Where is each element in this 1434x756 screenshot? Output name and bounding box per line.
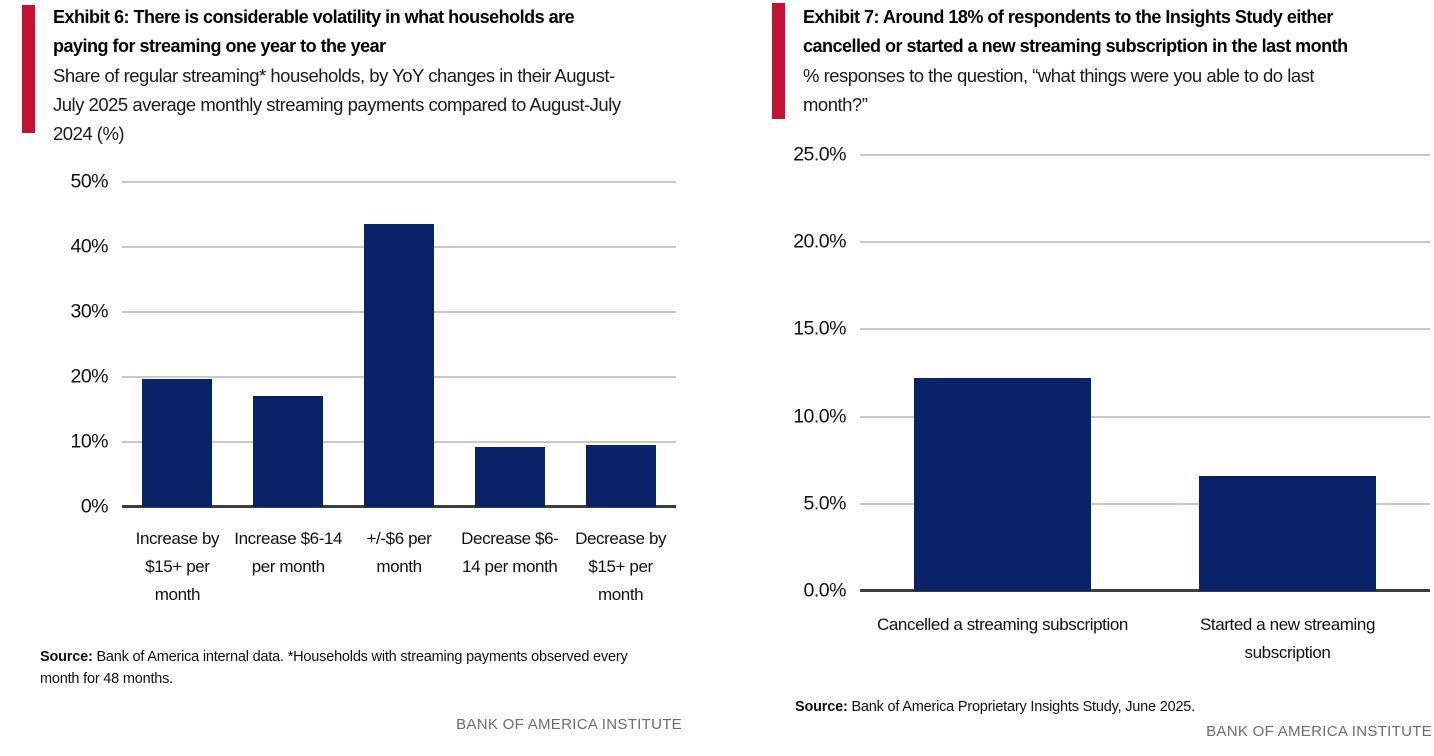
source-note: Source: Bank of America Proprietary Insi… — [795, 696, 1430, 718]
y-axis-tick-label: 5.0% — [803, 492, 847, 515]
x-axis-category-label: Decrease $6-14 per month — [461, 529, 559, 576]
x-axis-category-label: +/-$6 per month — [366, 529, 432, 576]
plot-area: 0.0% 5.0% 10.0% 15.0% 20.0% 25.0% Cancelled a … — [793, 144, 1430, 662]
bar — [142, 378, 213, 507]
exhibit6-panel: Exhibit 6: There is considerable volatil… — [22, 0, 682, 756]
bar — [474, 447, 545, 507]
gridline — [860, 241, 1430, 244]
y-axis-tick-label: 25.0% — [793, 143, 846, 166]
bar-chart-exhibit6: 0% 10% 20% 30% 40% 50% Increase by $15+ per mo… — [22, 170, 682, 650]
exhibit6-header-text: Exhibit 6: There is considerable volatil… — [35, 0, 678, 148]
exhibit7-header: Exhibit 7: Around 18% of respondents to … — [772, 0, 1434, 119]
bar — [1199, 475, 1376, 591]
y-axis-tick-label: 40% — [70, 235, 108, 258]
x-axis-category-label: Started a new streaming subscription — [1199, 615, 1376, 662]
accent-bar — [772, 3, 785, 119]
gridline — [122, 181, 676, 183]
gridline — [860, 328, 1430, 331]
y-axis-tick-label: 10% — [70, 430, 108, 453]
x-axis-category-label: Increase $6-14 per month — [234, 529, 343, 576]
gridline — [860, 415, 1430, 418]
bar-chart-exhibit7: 0.0% 5.0% 10.0% 15.0% 20.0% 25.0% Cancelled a … — [772, 140, 1434, 685]
gridline — [860, 502, 1430, 505]
bar — [585, 445, 656, 507]
x-axis-line — [860, 589, 1430, 592]
brand-footer: BANK OF AMERICA INSTITUTE — [1206, 723, 1432, 740]
accent-bar — [22, 5, 35, 133]
source-text: Bank of America internal data. *Househol… — [40, 649, 628, 687]
y-axis-tick-label: 0.0% — [803, 579, 847, 602]
gridline — [860, 154, 1430, 156]
chart-title: Exhibit 7: Around 18% of respondents to … — [803, 7, 1348, 56]
chart-subtitle: Share of regular streaming* households, … — [53, 65, 621, 144]
x-axis-category-label: Cancelled a streaming subscription — [877, 615, 1128, 634]
plot-area: 0% 10% 20% 30% 40% 50% Increase by $15+ per mo… — [70, 171, 676, 604]
y-axis-tick-label: 20.0% — [793, 230, 846, 253]
y-axis-tick-label: 10.0% — [793, 405, 846, 428]
source-text: Bank of America Proprietary Insights Stu… — [851, 699, 1196, 715]
y-axis-tick-label: 50% — [70, 170, 108, 193]
y-axis-tick-label: 30% — [70, 300, 108, 323]
source-note: Source: Bank of America internal data. *… — [40, 646, 668, 690]
source-label: Source: — [40, 649, 93, 665]
exhibit6-header: Exhibit 6: There is considerable volatil… — [22, 0, 682, 148]
y-axis-tick-label: 15.0% — [793, 317, 846, 340]
y-axis-tick-label: 20% — [70, 365, 108, 388]
brand-footer: BANK OF AMERICA INSTITUTE — [456, 716, 682, 733]
y-axis-tick-label: 0% — [80, 495, 109, 518]
x-axis-category-label: Increase by $15+ per month — [135, 529, 220, 604]
bar — [253, 395, 324, 507]
chart-subtitle: % responses to the question, “what thing… — [803, 65, 1315, 115]
bar — [364, 224, 434, 507]
bar — [914, 378, 1091, 591]
exhibit7-header-text: Exhibit 7: Around 18% of respondents to … — [785, 0, 1434, 119]
chart-title: Exhibit 6: There is considerable volatil… — [53, 7, 575, 56]
x-axis-category-label: Decrease by $15+ per month — [575, 529, 667, 604]
exhibit7-panel: Exhibit 7: Around 18% of respondents to … — [772, 0, 1434, 756]
source-label: Source: — [795, 699, 848, 715]
